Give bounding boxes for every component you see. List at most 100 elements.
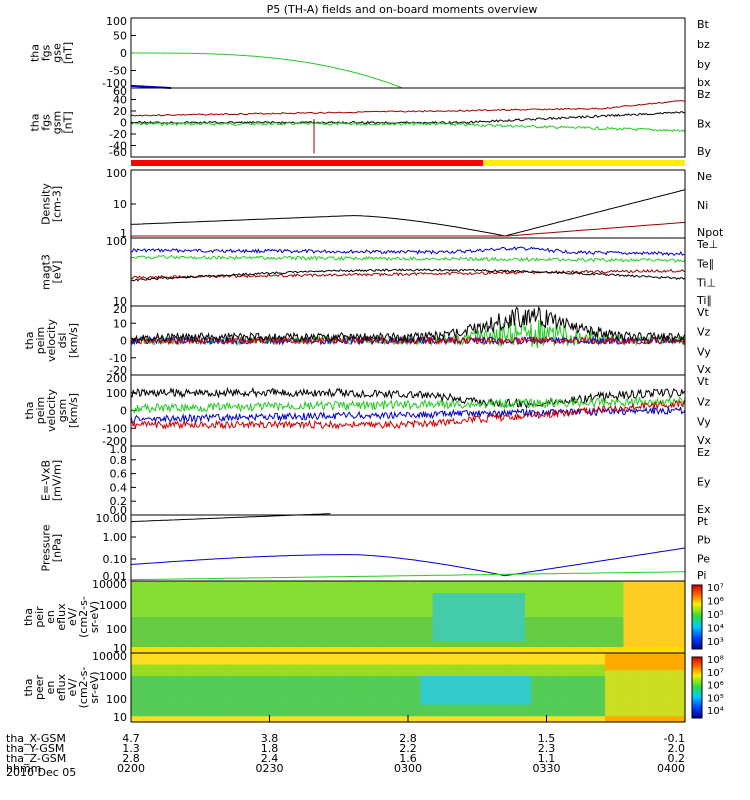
spec-cell — [488, 647, 495, 654]
y-tick-label: 0.4 — [110, 481, 128, 494]
spec-cell — [611, 670, 618, 677]
axis-row-value: 0330 — [533, 762, 561, 775]
spec-cell — [143, 641, 151, 648]
spec-cell — [174, 664, 181, 671]
spec-cell — [426, 623, 434, 630]
spec-cell — [217, 653, 224, 660]
legend-Pt: Pt — [697, 515, 709, 528]
spec-cell — [678, 629, 686, 636]
spec-cell — [149, 653, 157, 660]
spec-cell — [155, 670, 163, 677]
spec-cell — [186, 581, 194, 588]
spec-cell — [260, 617, 268, 624]
spec-cell — [598, 617, 606, 624]
spec-cell — [475, 716, 483, 723]
spec-cell — [192, 658, 200, 666]
spec-cell — [254, 699, 261, 706]
spec-cell — [260, 641, 268, 648]
spec-cell — [315, 587, 323, 594]
spec-cell — [327, 653, 335, 660]
spec-cell — [180, 635, 187, 642]
spec-cell — [672, 699, 680, 706]
axis-row-value: 1.8 — [261, 742, 279, 755]
spec-cell — [167, 699, 175, 706]
spec-cell — [678, 605, 686, 612]
spec-cell — [211, 623, 218, 630]
colorbar-label: 10⁶ — [707, 681, 724, 692]
spec-cell — [463, 587, 471, 594]
spec-cell — [678, 681, 686, 689]
spec-cell — [272, 605, 280, 612]
spec-cell — [512, 581, 520, 588]
spec-cell — [555, 611, 563, 618]
spec-cell — [617, 681, 625, 689]
spec-cell — [278, 599, 286, 606]
spec-cell — [469, 681, 477, 689]
y-tick-label: 100 — [106, 387, 127, 400]
spec-cell — [420, 593, 428, 600]
spec-cell — [531, 693, 538, 700]
spec-cell — [444, 581, 452, 588]
spec-cell — [635, 647, 643, 654]
spec-cell — [408, 710, 415, 717]
spec-cell — [352, 681, 360, 689]
spec-cell — [518, 635, 526, 642]
spec-cell — [641, 676, 649, 683]
spec-cell — [260, 676, 268, 683]
spec-cell — [254, 653, 261, 660]
spec-cell — [395, 629, 403, 636]
spec-cell — [531, 599, 538, 606]
spec-cell — [254, 593, 261, 600]
spec-cell — [229, 629, 237, 636]
spec-cell — [161, 653, 169, 660]
series-by — [131, 52, 519, 89]
spec-cell — [186, 629, 194, 636]
spec-cell — [291, 617, 298, 624]
spec-cell — [598, 676, 606, 683]
spec-cell — [555, 676, 563, 683]
spec-cell — [198, 704, 206, 712]
spec-cell — [629, 693, 637, 700]
spec-cell — [438, 699, 446, 706]
spec-cell — [229, 658, 237, 666]
spec-cell — [352, 664, 360, 671]
spec-cell — [161, 658, 169, 666]
spec-cell — [672, 635, 680, 642]
spec-cell — [648, 593, 655, 600]
series-By — [130, 121, 686, 133]
spec-cell — [444, 611, 452, 618]
spec-cell — [223, 617, 231, 624]
spec-cell — [654, 658, 661, 666]
spec-cell — [137, 710, 144, 717]
spec-cell — [167, 587, 175, 594]
spec-cell — [457, 647, 464, 654]
spec-cell — [389, 605, 397, 612]
spec-cell — [463, 623, 471, 630]
spec-cell — [604, 704, 612, 712]
spec-cell — [678, 635, 686, 642]
spec-cell — [500, 605, 508, 612]
spec-cell — [678, 693, 686, 700]
spec-cell — [592, 617, 600, 624]
spec-cell — [494, 611, 501, 618]
spec-cell — [635, 710, 643, 717]
spec-cell — [629, 687, 637, 694]
spec-cell — [524, 670, 532, 677]
spec-cell — [223, 593, 231, 600]
spec-cell — [432, 670, 440, 677]
spec-cell — [617, 710, 625, 717]
spec-cell — [660, 681, 668, 689]
spec-cell — [494, 658, 501, 666]
spec-cell — [358, 587, 366, 594]
spec-cell — [137, 581, 144, 588]
spec-cell — [438, 629, 446, 636]
spec-cell — [204, 664, 212, 671]
spec-cell — [451, 581, 458, 588]
spec-cell — [137, 658, 144, 666]
spec-cell — [217, 635, 224, 642]
spec-cell — [131, 653, 138, 660]
spec-cell — [617, 653, 625, 660]
legend-bz: bz — [697, 38, 710, 51]
spec-cell — [309, 581, 317, 588]
